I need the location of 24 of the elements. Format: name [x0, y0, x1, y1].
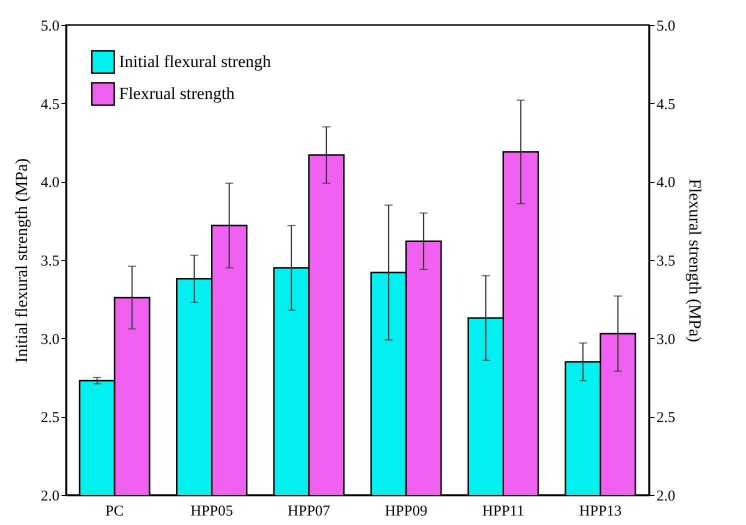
- x-tick-label: HPP05: [190, 504, 234, 520]
- y-tick-label: 3.0: [40, 332, 60, 348]
- x-tick-label: HPP13: [579, 504, 622, 520]
- legend-label: Flexrual strength: [119, 84, 236, 103]
- x-tick-label: HPP09: [384, 504, 428, 520]
- y-tick-label: 4.0: [40, 175, 60, 192]
- y2-tick-label: 4.5: [656, 96, 676, 113]
- y2-tick-label: 2.0: [656, 488, 676, 504]
- y2-axis-title: Flexural strength (MPa): [685, 178, 704, 342]
- y-tick-label: 4.5: [40, 96, 60, 113]
- y2-tick-label: 2.5: [656, 410, 676, 426]
- y-tick-label: 2.0: [40, 488, 60, 504]
- y-tick-label: 5.0: [40, 18, 60, 34]
- legend-label: Initial flexural strengh: [119, 52, 272, 71]
- y2-tick-label: 3.5: [656, 254, 676, 270]
- x-tick-label: HPP07: [288, 504, 331, 520]
- y2-tick-label: 4.0: [656, 175, 676, 192]
- x-tick-label: PC: [105, 504, 124, 520]
- x-tick-label: HPP11: [482, 504, 524, 520]
- y-axis-title: Initial flexural strength (MPa): [12, 158, 31, 363]
- y2-tick-label: 3.0: [656, 332, 676, 348]
- y2-tick-label: 5.0: [656, 18, 676, 34]
- y-tick-label: 3.5: [40, 254, 60, 270]
- y-tick-label: 2.5: [40, 410, 60, 426]
